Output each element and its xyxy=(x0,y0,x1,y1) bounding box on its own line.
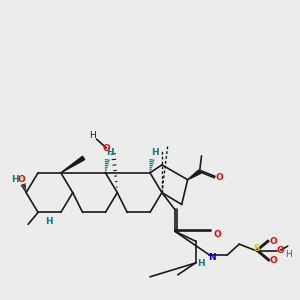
Text: O: O xyxy=(270,256,278,266)
Text: O: O xyxy=(215,173,223,182)
Text: S: S xyxy=(254,244,260,253)
Polygon shape xyxy=(188,170,201,180)
Text: O: O xyxy=(17,175,25,184)
Text: O: O xyxy=(103,143,110,152)
Text: H: H xyxy=(45,217,53,226)
Polygon shape xyxy=(61,156,85,173)
Text: O: O xyxy=(277,246,285,255)
Text: H: H xyxy=(11,175,19,184)
Text: O: O xyxy=(270,237,278,246)
Text: H: H xyxy=(151,148,159,158)
Text: H: H xyxy=(285,250,292,259)
Text: O: O xyxy=(214,230,221,239)
Text: H: H xyxy=(197,260,204,268)
Text: H: H xyxy=(89,130,96,140)
Text: N: N xyxy=(208,254,216,262)
Text: H: H xyxy=(106,148,114,158)
